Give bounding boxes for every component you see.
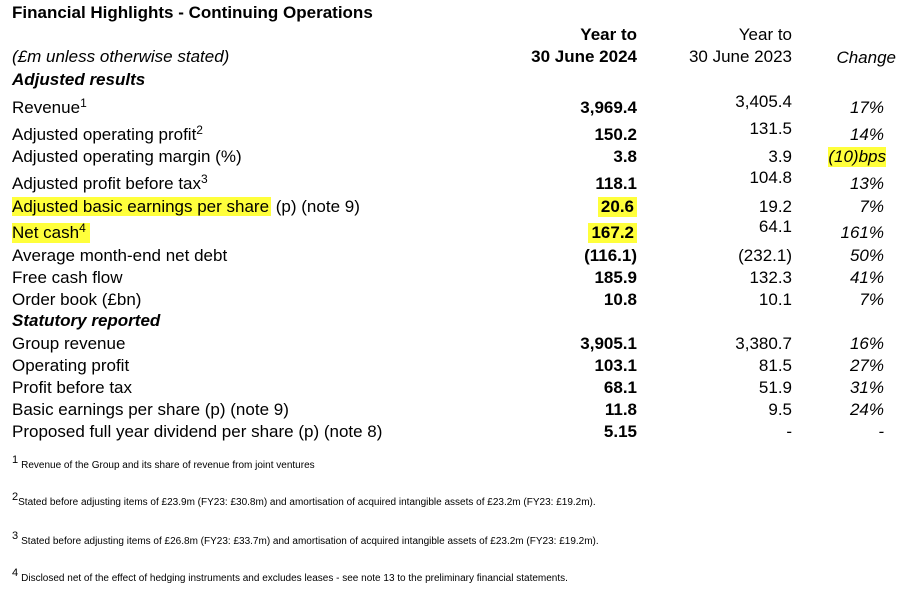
- row-prior-value: 3,380.7: [735, 334, 792, 353]
- row-change-value: 17%: [849, 98, 884, 117]
- row-current-value: 20.6: [597, 197, 637, 217]
- table-row-proposed-dividend: Proposed full year dividend per share (p…: [0, 420, 905, 442]
- table-row-adjusted-operating-profit: Adjusted operating profit2 150.2 131.5 1…: [0, 119, 905, 145]
- footnote-3: 3 Stated before adjusting items of £26.8m…: [12, 530, 599, 547]
- row-change-value: 7%: [859, 290, 884, 309]
- row-prior-value: 104.8: [749, 168, 792, 187]
- row-current-value: 118.1: [595, 174, 637, 193]
- header-prior-year-line1: Year to: [738, 25, 792, 44]
- row-label: Adjusted profit before tax3: [12, 172, 208, 193]
- table-row-operating-profit: Operating profit 103.1 81.5 27%: [0, 354, 905, 376]
- row-prior-value: 9.5: [768, 400, 792, 419]
- row-prior-value: 3,405.4: [735, 92, 792, 111]
- table-row-profit-before-tax: Profit before tax 68.1 51.9 31%: [0, 376, 905, 398]
- row-change-value: 16%: [849, 334, 884, 353]
- row-label: Profit before tax: [12, 378, 133, 397]
- row-prior-value: -: [786, 422, 792, 441]
- table-row-revenue: Revenue1 3,969.4 3,405.4 17%: [0, 92, 905, 118]
- row-change-value: 41%: [849, 268, 884, 287]
- row-current-value: 10.8: [603, 290, 637, 309]
- table-row-adjusted-profit-before-tax: Adjusted profit before tax3 118.1 104.8 …: [0, 168, 905, 194]
- row-label: Adjusted basic earnings per share (p) (n…: [12, 197, 360, 216]
- row-label: Revenue1: [12, 96, 87, 117]
- row-prior-value: 132.3: [749, 268, 792, 287]
- row-change-value: (10)bps: [828, 147, 886, 167]
- table-row-adjusted-basic-eps: Adjusted basic earnings per share (p) (n…: [0, 195, 905, 217]
- row-current-value: 68.1: [603, 378, 637, 397]
- section-title-statutory: Statutory reported: [12, 311, 161, 330]
- table-row-group-revenue: Group revenue 3,905.1 3,380.7 16%: [0, 332, 905, 354]
- table-row-adjusted-operating-margin: Adjusted operating margin (%) 3.8 3.9 (1…: [0, 145, 905, 167]
- row-label: Order book (£bn): [12, 290, 142, 309]
- table-row-average-net-debt: Average month-end net debt (116.1) (232.…: [0, 244, 905, 266]
- table-row-basic-eps: Basic earnings per share (p) (note 9) 11…: [0, 398, 905, 420]
- header-change: Change: [836, 48, 896, 67]
- row-label: Net cash4: [12, 222, 90, 243]
- row-change-value: 50%: [849, 246, 884, 265]
- row-change-value: -: [878, 422, 884, 441]
- row-current-value: 185.9: [594, 268, 637, 287]
- row-change-value: 24%: [849, 400, 884, 419]
- row-label: Basic earnings per share (p) (note 9): [12, 400, 289, 419]
- row-change-value: 7%: [859, 197, 884, 216]
- footnote-1: 1 Revenue of the Group and its share of r…: [12, 454, 315, 471]
- row-current-value: 150.2: [594, 125, 637, 144]
- row-label: Group revenue: [12, 334, 126, 353]
- row-current-value: 3,969.4: [580, 98, 637, 117]
- row-change-value: 161%: [840, 223, 884, 242]
- row-current-value: 3,905.1: [580, 334, 637, 353]
- footnote-2: 2Stated before adjusting items of £23.9m…: [12, 491, 596, 508]
- row-label: Average month-end net debt: [12, 246, 228, 265]
- row-prior-value: 19.2: [758, 197, 792, 216]
- header-current-year-line1: Year to: [580, 25, 637, 44]
- row-prior-value: 131.5: [749, 119, 792, 138]
- page-title: Financial Highlights - Continuing Operat…: [12, 3, 373, 22]
- row-current-value: (116.1): [584, 246, 637, 265]
- footnote-4: 4 Disclosed net of the effect of hedging …: [12, 567, 568, 584]
- row-change-value: 13%: [849, 174, 884, 193]
- table-row-free-cash-flow: Free cash flow 185.9 132.3 41%: [0, 266, 905, 288]
- table-row-net-cash: Net cash4 167.2 64.1 161%: [0, 217, 905, 243]
- row-label: Adjusted operating profit2: [12, 123, 203, 144]
- row-prior-value: (232.1): [738, 246, 792, 265]
- row-current-value: 103.1: [594, 356, 637, 375]
- row-prior-value: 3.9: [768, 147, 792, 166]
- row-change-value: 31%: [849, 378, 884, 397]
- header-current-year-line2: 30 June 2024: [531, 47, 637, 66]
- row-current-value: 11.8: [604, 400, 637, 419]
- row-label: Adjusted operating margin (%): [12, 147, 242, 166]
- row-label: Free cash flow: [12, 268, 123, 287]
- row-current-value: 167.2: [588, 223, 637, 243]
- row-current-value: 5.15: [603, 422, 637, 441]
- row-prior-value: 81.5: [758, 356, 792, 375]
- row-label: Operating profit: [12, 356, 130, 375]
- row-change-value: 27%: [849, 356, 884, 375]
- row-prior-value: 64.1: [758, 217, 792, 236]
- row-prior-value: 10.1: [758, 290, 792, 309]
- row-prior-value: 51.9: [758, 378, 792, 397]
- table-row-order-book: Order book (£bn) 10.8 10.1 7%: [0, 288, 905, 310]
- header-prior-year-line2: 30 June 2023: [688, 47, 792, 66]
- units-note: (£m unless otherwise stated): [12, 47, 230, 66]
- row-change-value: 14%: [849, 125, 884, 144]
- section-title-adjusted: Adjusted results: [12, 70, 146, 89]
- row-label: Proposed full year dividend per share (p…: [12, 422, 383, 441]
- row-current-value: 3.8: [613, 147, 637, 166]
